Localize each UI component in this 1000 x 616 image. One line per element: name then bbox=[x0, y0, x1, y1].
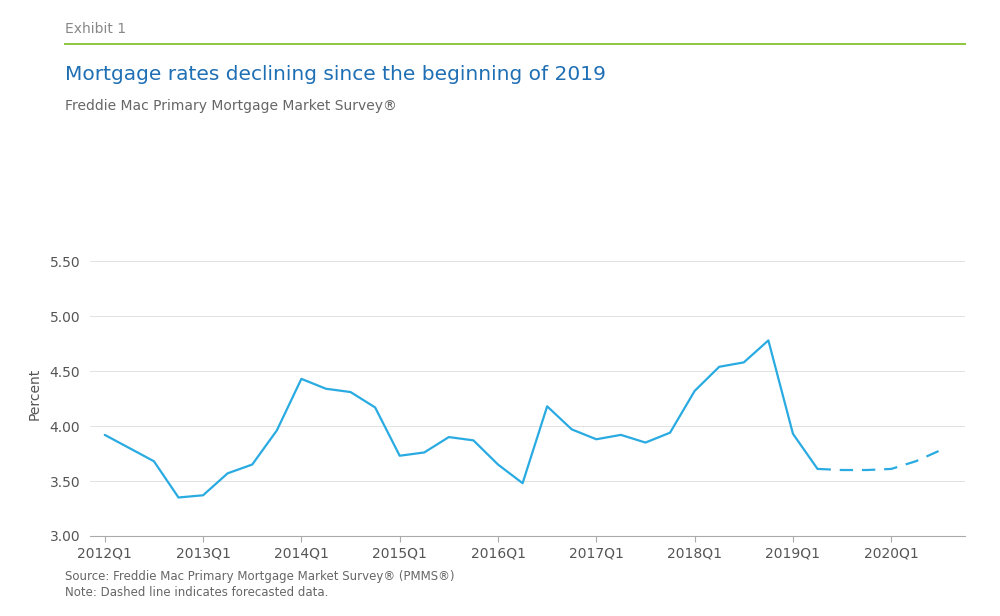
Text: Mortgage rates declining since the beginning of 2019: Mortgage rates declining since the begin… bbox=[65, 65, 606, 84]
Text: Note: Dashed line indicates forecasted data.: Note: Dashed line indicates forecasted d… bbox=[65, 586, 328, 599]
Text: Source: Freddie Mac Primary Mortgage Market Survey® (PMMS®): Source: Freddie Mac Primary Mortgage Mar… bbox=[65, 570, 454, 583]
Y-axis label: Percent: Percent bbox=[27, 368, 41, 420]
Text: Freddie Mac Primary Mortgage Market Survey®: Freddie Mac Primary Mortgage Market Surv… bbox=[65, 99, 397, 113]
Text: Exhibit 1: Exhibit 1 bbox=[65, 22, 126, 36]
